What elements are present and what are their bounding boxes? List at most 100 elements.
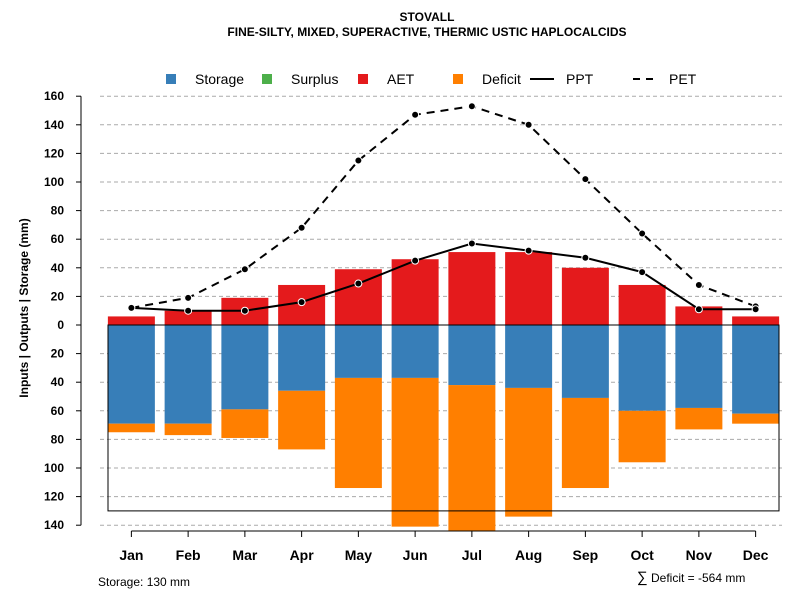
legend-label: Deficit (482, 71, 521, 87)
pet-point (240, 265, 249, 274)
ppt-point (751, 305, 760, 314)
x-tick-label: Sep (573, 547, 599, 563)
x-tick-label: Apr (290, 547, 315, 563)
pet-line (131, 105, 756, 309)
bars (107, 252, 780, 531)
y-tick-label: 40 (51, 261, 65, 275)
pet-point (524, 120, 533, 129)
deficit-bar (221, 409, 269, 438)
storage-footnote: Storage: 130 mm (98, 575, 190, 589)
chart-title: STOVALL (400, 10, 455, 24)
legend-label: Storage (195, 71, 244, 87)
pet-point (354, 156, 363, 165)
aet-bar (448, 252, 496, 325)
y-tick-label: 80 (51, 432, 65, 446)
deficit-bar (391, 377, 439, 527)
ppt-point (297, 298, 306, 307)
y-tick-label: 120 (44, 490, 64, 504)
deficit-bar (164, 423, 212, 436)
aet-bar (561, 267, 609, 325)
storage-bar (561, 325, 609, 398)
y-tick-label: 100 (44, 175, 64, 189)
deficit-footnote: Deficit = -564 mm (651, 571, 745, 585)
aet-bar (107, 316, 155, 325)
storage-bar (278, 325, 326, 391)
deficit-bar (618, 410, 666, 463)
y-tick-label: 60 (51, 404, 65, 418)
pet-point (467, 102, 476, 111)
ppt-point (524, 246, 533, 255)
x-tick-label: Jul (462, 547, 482, 563)
deficit-bar (675, 407, 723, 430)
x-tick-label: Mar (232, 547, 257, 563)
legend-label: AET (387, 71, 415, 87)
y-tick-label: 80 (51, 204, 65, 218)
storage-bar (675, 325, 723, 408)
x-tick-label: May (345, 547, 372, 563)
legend-swatch (453, 74, 463, 84)
aet-bar (732, 316, 780, 325)
ppt-point (354, 279, 363, 288)
storage-bar (391, 325, 439, 378)
deficit-bar (505, 387, 553, 517)
storage-capacity-box (107, 324, 780, 512)
storage-bar (221, 325, 269, 410)
ppt-point (184, 306, 193, 315)
ppt-point (411, 256, 420, 265)
pet-point (638, 229, 647, 238)
aet-bar (675, 306, 723, 325)
y-tick-label: 140 (44, 518, 64, 532)
deficit-bar (334, 377, 382, 489)
aet-bar (164, 310, 212, 325)
storage-bar (107, 325, 155, 424)
storage-bar (732, 325, 780, 414)
y-tick-label: 160 (44, 89, 64, 103)
storage-bar (334, 325, 382, 378)
x-tick-label: Dec (743, 547, 769, 563)
aet-bar (391, 259, 439, 325)
deficit-bar (107, 423, 155, 433)
x-tick-label: Oct (630, 547, 654, 563)
aet-bar (334, 269, 382, 325)
y-axis-label: Inputs | Outputs | Storage (mm) (17, 218, 31, 397)
ppt-point (127, 303, 136, 312)
pet-point (411, 110, 420, 119)
ppt-point (467, 239, 476, 248)
storage-bar (618, 325, 666, 411)
pet-point (694, 280, 703, 289)
x-tick-label: Jun (403, 547, 428, 563)
y-tick-label: 120 (44, 146, 64, 160)
x-tick-label: Jan (119, 547, 143, 563)
y-tick-label: 140 (44, 118, 64, 132)
pet-point (581, 175, 590, 184)
grid-lines (100, 95, 782, 526)
legend-label: Surplus (291, 71, 338, 87)
x-tick-label: Aug (515, 547, 542, 563)
pet-point (184, 293, 193, 302)
ppt-point (638, 268, 647, 277)
y-tick-label: 20 (51, 347, 65, 361)
aet-bar (505, 252, 553, 325)
chart-subtitle: FINE-SILTY, MIXED, SUPERACTIVE, THERMIC … (227, 25, 626, 39)
ppt-point (694, 305, 703, 314)
y-tick-label: 20 (51, 289, 65, 303)
storage-bar (164, 325, 212, 424)
y-tick-label: 0 (57, 318, 64, 332)
ppt-point (581, 253, 590, 262)
legend: Storage Surplus AET Deficit PPT PET (166, 71, 697, 87)
legend-swatch (166, 74, 176, 84)
ppt-point (240, 306, 249, 315)
pet-point (297, 223, 306, 232)
deficit-bar (561, 397, 609, 489)
aet-bar (618, 284, 666, 325)
series-lines (127, 102, 760, 315)
y-tick-label: 60 (51, 232, 65, 246)
legend-label: PET (669, 71, 697, 87)
deficit-bar (732, 413, 780, 424)
storage-bar (505, 325, 553, 388)
storage-bar (448, 325, 496, 386)
legend-label: PPT (566, 71, 594, 87)
y-tick-label: 100 (44, 461, 64, 475)
